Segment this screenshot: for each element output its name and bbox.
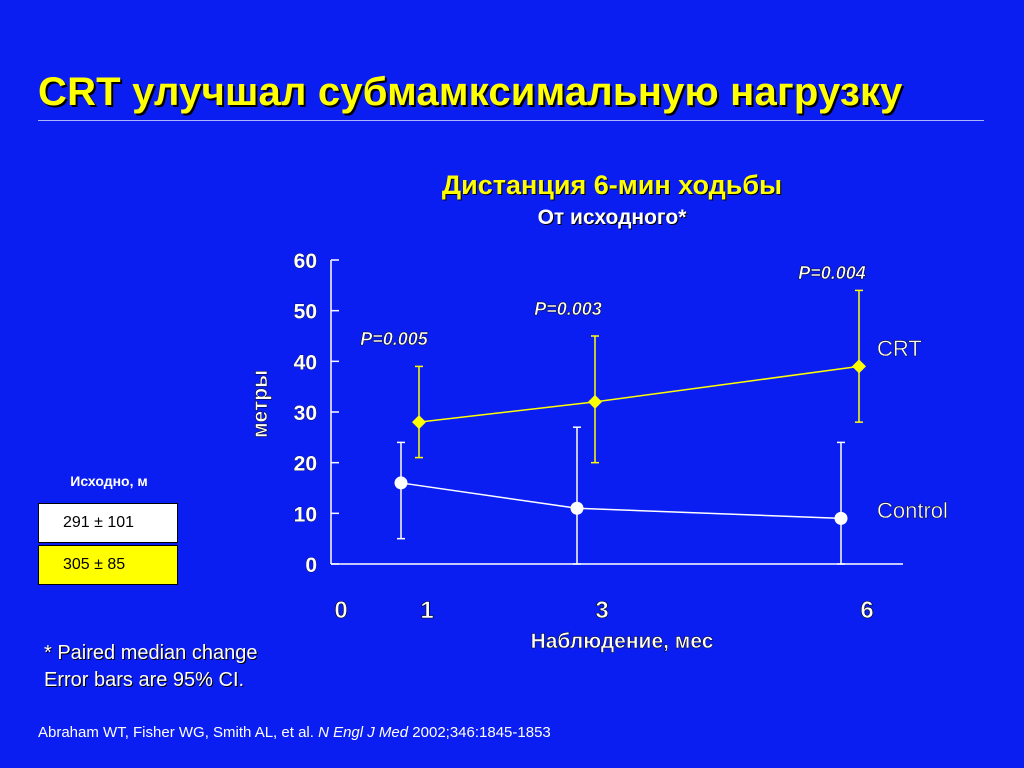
x-tick-label: 3 bbox=[595, 597, 608, 624]
y-axis-title: метры bbox=[249, 370, 272, 438]
data-point-crt bbox=[412, 415, 426, 430]
chart-labels: 0 10 20 30 40 50 60 0 1 3 6 Наблюдение, мес метры CRT… bbox=[249, 250, 948, 654]
citation-authors: Abraham WT, Fisher WG, Smith AL, et al. bbox=[38, 724, 319, 741]
x-tick-label: 0 bbox=[334, 597, 347, 624]
footnote-line-2: Error bars are 95% CI. bbox=[44, 669, 245, 691]
data-point-crt bbox=[588, 394, 602, 409]
legend-crt: CRT bbox=[877, 336, 922, 361]
x-axis-title: Наблюдение, мес bbox=[531, 630, 714, 653]
x-tick-label: 6 bbox=[860, 597, 873, 624]
series-line-crt bbox=[418, 365, 860, 423]
baseline-value-crt: 305 ± 85 bbox=[38, 545, 178, 585]
p-value-annotation: P=0.005 bbox=[360, 329, 429, 349]
baseline-table-header: Исходно, м bbox=[70, 473, 148, 489]
y-tick-label: 60 bbox=[294, 250, 317, 273]
y-tick-label: 10 bbox=[294, 503, 317, 526]
citation-details: 2002;346:1845-1853 bbox=[408, 724, 551, 741]
citation-journal: N Engl J Med bbox=[318, 724, 409, 741]
p-value-annotation: P=0.004 bbox=[798, 263, 866, 283]
chart-series bbox=[394, 289, 866, 565]
y-tick-label: 20 bbox=[294, 453, 317, 476]
footnote-line-1: * Paired median change bbox=[44, 642, 258, 664]
y-tick-label: 50 bbox=[294, 301, 317, 324]
slide-title: CRT улучшал субмамксимальную нагрузку bbox=[38, 70, 903, 114]
chart-axes bbox=[330, 259, 903, 565]
x-tick-label: 1 bbox=[420, 597, 433, 624]
footnote: * Paired median change Error bars are 95… bbox=[44, 640, 257, 694]
legend-control: Control bbox=[877, 498, 948, 523]
y-tick-label: 30 bbox=[294, 402, 317, 425]
chart-title: Дистанция 6-мин ходьбы bbox=[441, 170, 783, 200]
p-value-annotation: P=0.003 bbox=[534, 299, 602, 319]
title-divider bbox=[38, 120, 984, 121]
data-point-control bbox=[394, 476, 408, 490]
data-point-control bbox=[570, 501, 584, 515]
y-tick-label: 40 bbox=[294, 351, 317, 374]
data-point-crt bbox=[852, 359, 866, 374]
y-tick-label: 0 bbox=[305, 554, 317, 577]
data-point-control bbox=[834, 511, 848, 525]
chart-subtitle: От исходного* bbox=[537, 206, 687, 229]
citation: Abraham WT, Fisher WG, Smith AL, et al. … bbox=[38, 724, 551, 741]
baseline-value-control: 291 ± 101 bbox=[38, 503, 178, 543]
series-line-control bbox=[400, 482, 842, 520]
